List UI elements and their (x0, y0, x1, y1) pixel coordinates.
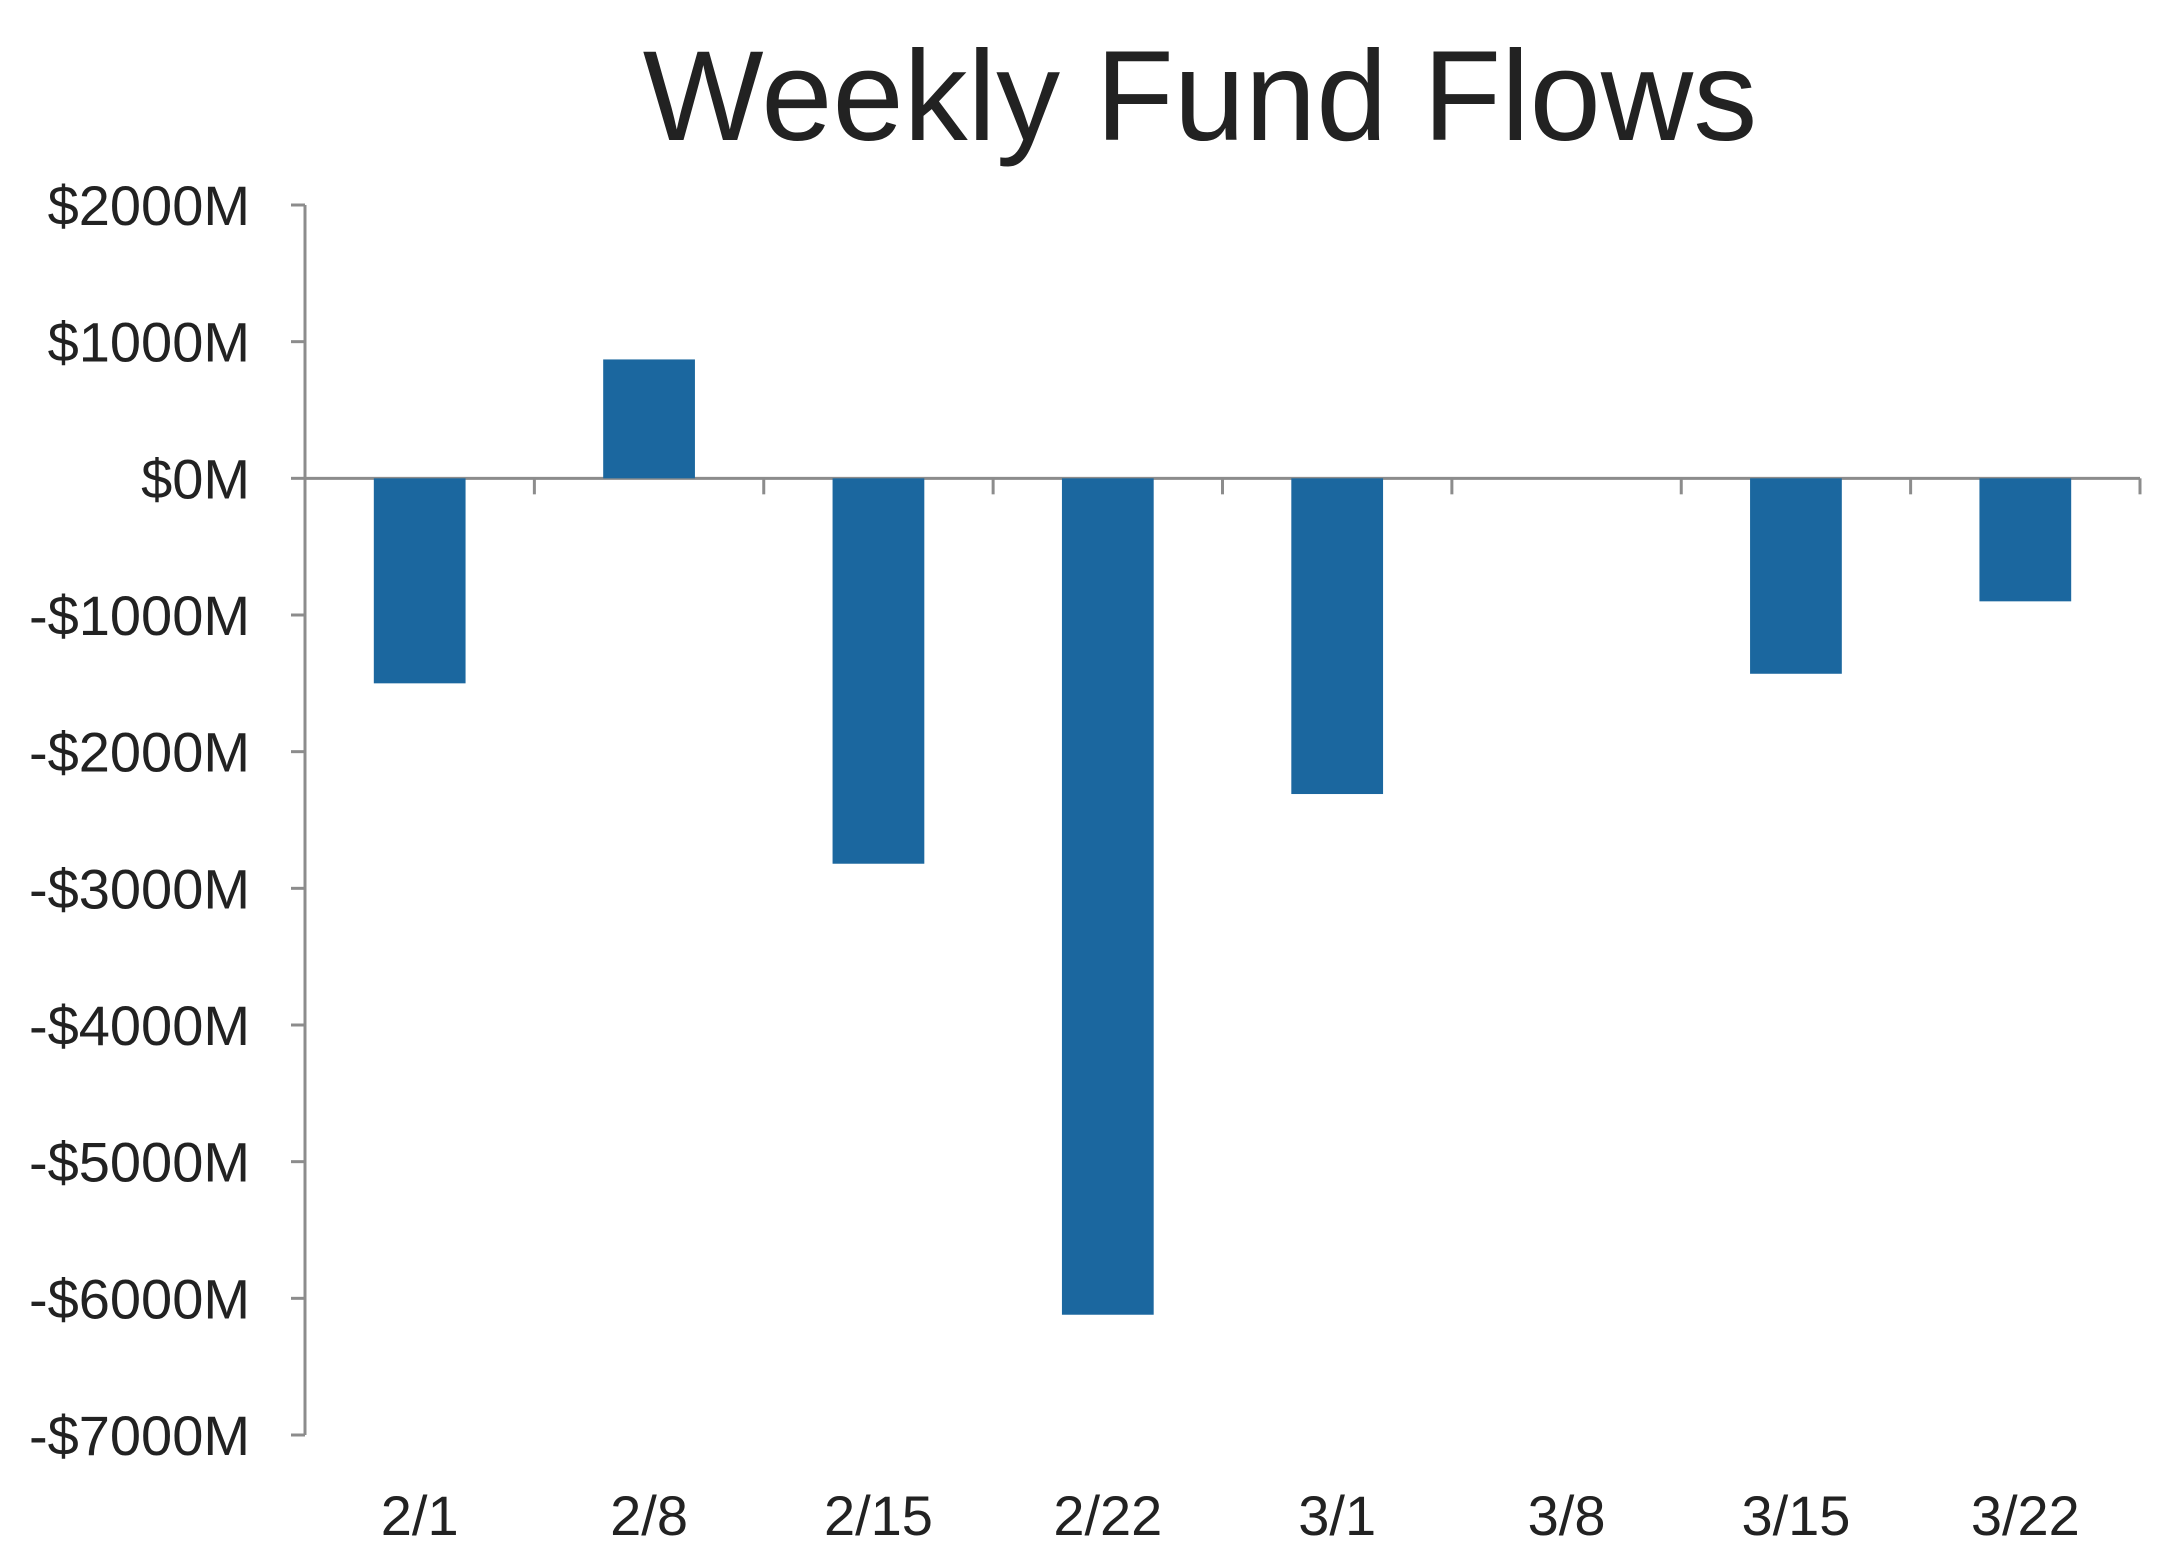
x-tick-label: 2/1 (381, 1484, 459, 1547)
x-tick-label: 3/22 (1971, 1484, 2080, 1547)
x-axis (305, 476, 2142, 495)
bar-2-22 (1061, 478, 1154, 1315)
bar-2-8 (603, 359, 695, 479)
y-axis: $2000M $1000M $0M -$1000M -$2000M -$3000M -$40… (29, 174, 307, 1467)
y-tick-label: -$3000M (29, 857, 250, 920)
x-tick-label: 3/8 (1528, 1484, 1606, 1547)
y-tick-label: -$2000M (29, 721, 250, 784)
x-tick-labels: 2/1 2/8 2/15 2/22 3/1 3/8 3/15 3/22 (381, 1484, 2080, 1547)
y-tick-label: -$7000M (29, 1404, 250, 1467)
y-tick-label: -$1000M (29, 584, 250, 647)
bars (373, 359, 2072, 1315)
bar-3-22 (1979, 478, 2072, 602)
bar-2-15 (832, 478, 925, 864)
y-tick-label: -$4000M (29, 994, 250, 1057)
y-tick-label: -$6000M (29, 1267, 250, 1330)
y-tick-label: -$5000M (29, 1131, 250, 1194)
y-tick-label: $2000M (48, 174, 250, 237)
bar-2-1 (373, 478, 466, 684)
x-tick-label: 2/22 (1053, 1484, 1162, 1547)
chart-title: Weekly Fund Flows (643, 25, 1757, 168)
x-tick-label: 2/8 (610, 1484, 688, 1547)
x-tick-label: 2/15 (824, 1484, 933, 1547)
bar-3-15 (1750, 478, 1842, 674)
y-tick-label: $1000M (48, 311, 250, 374)
bar-3-1 (1291, 478, 1384, 795)
y-tick-label: $0M (141, 447, 250, 510)
x-tick-label: 3/1 (1298, 1484, 1376, 1547)
x-tick-label: 3/15 (1741, 1484, 1850, 1547)
